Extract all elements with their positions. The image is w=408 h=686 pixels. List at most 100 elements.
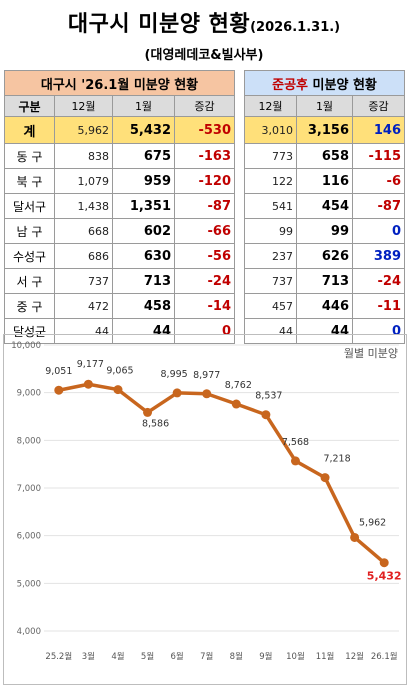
dec-value: 44	[244, 318, 297, 344]
jan-value: 675	[112, 143, 175, 169]
line-chart: 4,000 5,000 6,000 7,000 8,000 9,000 10,000 25.2…	[3, 334, 407, 685]
jan-value: 99	[296, 218, 353, 244]
data-point	[231, 399, 241, 409]
x-tick-label: 6월	[171, 651, 184, 662]
change-value: -87	[352, 193, 405, 219]
right-table: 준공후 미분양 현황 12월 1월 증감 3,010 3,156 146 773 658…	[244, 70, 405, 344]
series-line	[58, 382, 386, 565]
total-row: 3,010 3,156 146	[244, 116, 405, 144]
change-value: -115	[352, 143, 405, 169]
dec-value: 737	[54, 268, 113, 294]
table-row: 달서구 1,438 1,351 -87	[4, 193, 236, 219]
col-header-change: 증감	[352, 95, 405, 117]
change-value: 0	[352, 218, 405, 244]
district-name: 수성구	[4, 243, 55, 269]
jan-value: 959	[112, 168, 175, 194]
jan-value: 454	[296, 193, 353, 219]
total-row: 계 5,962 5,432 -530	[4, 116, 236, 144]
data-label: 9,051	[45, 366, 72, 377]
legend-label: 월별 미분양	[344, 347, 398, 360]
col-header-change: 증감	[173, 95, 236, 117]
dec-value: 122	[244, 168, 297, 194]
change-value: -56	[173, 243, 236, 269]
data-label: 8,762	[225, 380, 252, 391]
x-tick-label: 10월	[286, 651, 305, 662]
table-row: 237 626 389	[244, 243, 405, 269]
data-label: 9,177	[77, 359, 104, 370]
page-subtitle: (대영레데코&빌사부)	[144, 48, 264, 63]
table-row: 서 구 737 713 -24	[4, 268, 236, 294]
jan-value: 5,432	[112, 116, 175, 144]
jan-value: 626	[296, 243, 353, 269]
jan-value: 713	[296, 268, 353, 294]
data-point	[202, 389, 212, 399]
change-value: 0	[352, 318, 405, 344]
left-table-title: 대구시 '26.1월 미분양 현황	[3, 70, 236, 96]
jan-value: 713	[112, 268, 175, 294]
y-tick-label: 6,000	[17, 532, 41, 542]
data-point	[143, 407, 153, 417]
jan-value: 116	[296, 168, 353, 194]
change-value: -163	[173, 143, 236, 169]
change-value: 389	[352, 243, 405, 269]
dec-value: 686	[54, 243, 113, 269]
table-row: 541 454 -87	[244, 193, 405, 219]
dec-value: 773	[244, 143, 297, 169]
dec-value: 3,010	[244, 116, 297, 144]
data-point	[172, 388, 182, 398]
x-tick-label: 12월	[345, 651, 364, 662]
dec-value: 541	[244, 193, 297, 219]
data-label: 5,432	[367, 570, 402, 583]
data-point	[54, 385, 64, 395]
data-point	[290, 456, 300, 466]
page-title: 대구시 미분양 현황(2026.1.31.)	[0, 6, 408, 38]
jan-value: 658	[296, 143, 353, 169]
table-row: 수성구 686 630 -56	[4, 243, 236, 269]
x-tick-label: 8월	[230, 651, 243, 662]
col-header-dec: 12월	[54, 95, 113, 117]
table-row: 122 116 -6	[244, 168, 405, 194]
right-table-header-row: 12월 1월 증감	[244, 95, 405, 117]
data-point	[379, 558, 389, 568]
change-value: -120	[173, 168, 236, 194]
district-name: 서 구	[4, 268, 55, 294]
change-value: -66	[173, 218, 236, 244]
change-value: -14	[173, 293, 236, 319]
x-tick-label: 26.1월	[371, 651, 398, 662]
dec-value: 1,438	[54, 193, 113, 219]
data-point	[350, 532, 360, 542]
data-point	[113, 385, 123, 395]
data-label: 5,962	[359, 517, 386, 528]
data-label: 7,568	[282, 437, 309, 448]
jan-value: 458	[112, 293, 175, 319]
district-name: 달서구	[4, 193, 55, 219]
data-label: 9,065	[106, 366, 133, 377]
x-tick-label: 9월	[259, 651, 272, 662]
change-value: -87	[173, 193, 236, 219]
district-name: 북 구	[4, 168, 55, 194]
change-value: 0	[173, 318, 236, 344]
jan-value: 3,156	[296, 116, 353, 144]
jan-value: 1,351	[112, 193, 175, 219]
data-label: 8,977	[193, 370, 220, 381]
dec-value: 44	[54, 318, 113, 344]
x-tick-label: 3월	[82, 651, 95, 662]
district-name: 계	[4, 116, 55, 144]
col-header-dec: 12월	[244, 95, 297, 117]
table-row: 457 446 -11	[244, 293, 405, 319]
data-label: 7,218	[323, 454, 350, 465]
line-chart-svg: 4,000 5,000 6,000 7,000 8,000 9,000 10,000 25.2…	[11, 341, 402, 662]
col-header-category: 구분	[4, 95, 55, 117]
change-value: -24	[173, 268, 236, 294]
change-value: -24	[352, 268, 405, 294]
y-tick-label: 5,000	[17, 579, 41, 589]
table-row: 737 713 -24	[244, 268, 405, 294]
x-tick-label: 7월	[200, 651, 213, 662]
data-point	[320, 473, 330, 483]
data-label: 8,537	[255, 391, 282, 402]
left-table: 대구시 '26.1월 미분양 현황 구분 12월 1월 증감 계 5,962 5,4…	[3, 70, 236, 344]
dec-value: 5,962	[54, 116, 113, 144]
data-point	[83, 379, 93, 389]
table-row: 동 구 838 675 -163	[4, 143, 236, 169]
right-title-rest: 미분양 현황	[308, 77, 377, 93]
